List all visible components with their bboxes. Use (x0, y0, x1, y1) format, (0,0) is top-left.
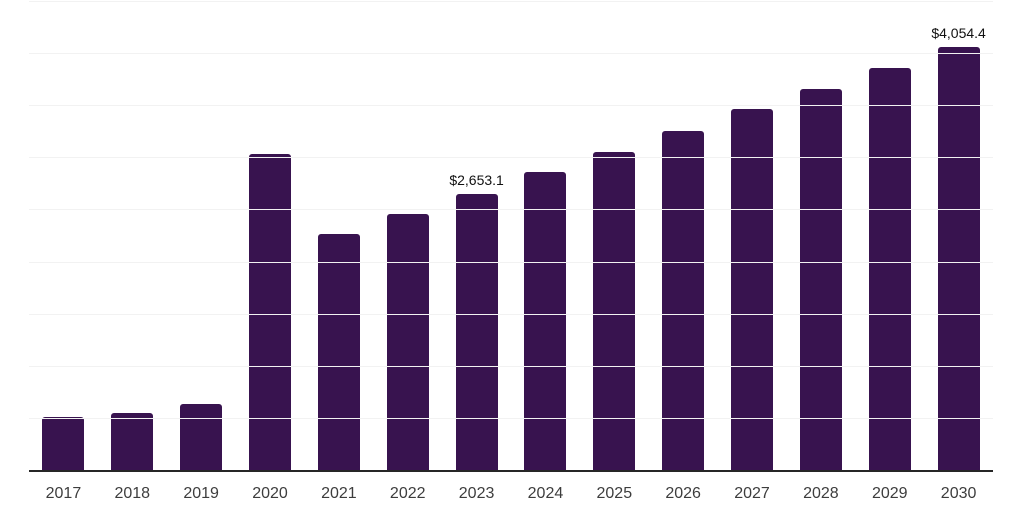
bar-slot-2020 (236, 1, 305, 470)
bar-slot-2023: $2,653.1 (442, 1, 511, 470)
x-tick-label-2023: 2023 (458, 485, 495, 502)
bar-slot-2024 (511, 1, 580, 470)
x-tick-label-2019: 2019 (183, 485, 219, 502)
bar-2019 (180, 403, 223, 470)
bar-slot-2018 (98, 1, 167, 470)
bar-slot-2029 (855, 1, 924, 470)
bar-2025 (593, 152, 636, 470)
x-tick-label-2028: 2028 (803, 485, 839, 502)
bar-2020 (249, 153, 291, 470)
bar-2030 (937, 47, 980, 470)
bar-slot-2019 (167, 1, 236, 470)
bar-2023 (455, 193, 498, 470)
plot-area: $2,653.1 $4,054.4 (29, 1, 993, 472)
bar-2017 (42, 417, 85, 470)
x-tick-label-2022: 2022 (389, 485, 426, 502)
bar-slot-2030: $4,054.4 (924, 1, 993, 470)
x-tick-label-2029: 2029 (871, 485, 908, 502)
bar-2029 (868, 68, 911, 470)
bar-2022 (386, 214, 429, 470)
bar-2027 (731, 109, 774, 470)
x-tick-label-2024: 2024 (527, 485, 564, 502)
gridline (29, 417, 993, 419)
gridline (29, 53, 993, 55)
x-tick-label-2030: 2030 (940, 485, 977, 502)
bar-slot-2026 (649, 1, 718, 470)
bar-2026 (662, 130, 705, 470)
x-tick-label-2020: 2020 (252, 485, 288, 502)
gridline (29, 261, 993, 263)
bar-slot-2028 (786, 1, 855, 470)
x-tick-label-2017: 2017 (45, 485, 82, 502)
bar-slot-2017 (29, 1, 98, 470)
bar-slot-2021 (304, 1, 373, 470)
gridline (29, 365, 993, 367)
bar-2024 (524, 171, 567, 470)
value-label-2023: $2,653.1 (449, 171, 504, 188)
bar-slot-2027 (718, 1, 787, 470)
bar-2028 (799, 88, 842, 470)
gridline (29, 209, 993, 211)
x-tick-label-2018: 2018 (114, 485, 151, 502)
gridline (29, 313, 993, 315)
bar-2021 (317, 233, 360, 470)
x-tick-label-2025: 2025 (596, 485, 633, 502)
gridline (29, 1, 993, 2)
bar-slot-2025 (580, 1, 649, 470)
bar-2018 (111, 412, 154, 470)
x-tick-label-2021: 2021 (321, 485, 357, 502)
x-axis-labels: 2017 2018 2019 2020 2021 2022 2023 2024 2025 2026… (29, 484, 993, 504)
bar-slot-2022 (373, 1, 442, 470)
value-label-2030: $4,054.4 (931, 25, 986, 42)
gridline (29, 105, 993, 107)
x-tick-label-2026: 2026 (665, 485, 701, 502)
x-tick-label-2027: 2027 (734, 485, 770, 502)
bars-container: $2,653.1 $4,054.4 (29, 1, 993, 470)
gridline (29, 157, 993, 159)
